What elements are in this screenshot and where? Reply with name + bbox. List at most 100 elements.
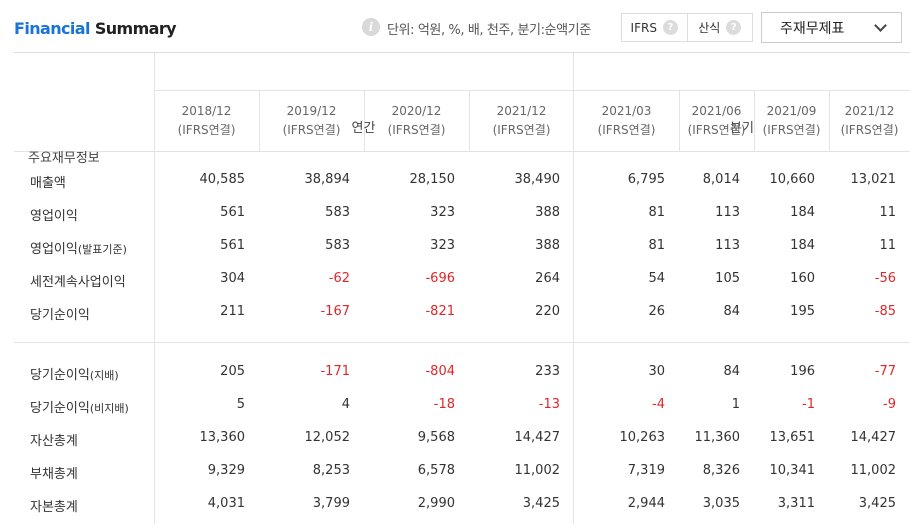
row-label: 부채총계 — [30, 467, 78, 482]
table-cell: 8,014 — [702, 172, 740, 187]
column-period: 2021/06 — [691, 104, 742, 118]
table-cell: -18 — [433, 397, 455, 412]
column-period: 2021/03 — [601, 104, 652, 118]
grid-hline — [14, 342, 910, 343]
table-cell: 323 — [430, 205, 455, 220]
table-cell: 28,150 — [409, 172, 456, 187]
grid-vline — [573, 53, 574, 524]
table-cell: 11,002 — [850, 463, 897, 478]
grid-vline — [469, 90, 470, 151]
table-cell: 6,795 — [627, 172, 665, 187]
corner-header: 주요재무정보 — [28, 151, 100, 166]
table-cell: 113 — [715, 205, 740, 220]
help-icon[interactable]: ? — [662, 20, 678, 35]
row-label: 당기순이익 — [30, 308, 90, 323]
table-cell: 38,490 — [514, 172, 561, 187]
table-cell: 6,578 — [417, 463, 455, 478]
table-cell: 583 — [325, 205, 350, 220]
table-cell: 11,360 — [694, 430, 741, 445]
table-cell: -4 — [652, 397, 665, 412]
table-cell: -1 — [802, 397, 815, 412]
table-cell: 264 — [535, 271, 560, 286]
column-header: 2021/12 (IFRS연결) — [469, 102, 574, 140]
table-cell: 105 — [715, 271, 740, 286]
table-cell: 211 — [220, 304, 245, 319]
annual-group-header: 연간 — [351, 121, 376, 136]
title-summary: Summary — [94, 19, 177, 38]
table-cell: 81 — [648, 238, 665, 253]
formula-toggle-label: 산식 — [698, 21, 721, 35]
column-basis: (IFRS연결) — [492, 123, 551, 137]
table-cell: 40,585 — [199, 172, 246, 187]
table-cell: 13,021 — [850, 172, 897, 187]
row-label: 당기순이익(지배) — [30, 368, 119, 383]
table-cell: 3,425 — [858, 496, 896, 511]
table-cell: 3,311 — [777, 496, 815, 511]
table-cell: 9,568 — [417, 430, 455, 445]
column-period: 2021/12 — [844, 104, 895, 118]
column-basis: (IFRS연결) — [762, 123, 821, 137]
column-header: 2019/12 (IFRS연결) — [259, 102, 364, 140]
grid-hline — [154, 90, 910, 91]
grid-vline — [154, 53, 155, 524]
financial-summary-header: Financial Summary i 단위: 억원, %, 배, 천주, 분기… — [0, 0, 910, 52]
table-cell: -13 — [538, 397, 560, 412]
chevron-down-icon — [874, 19, 887, 32]
row-label-qualifier: (비지배) — [89, 402, 129, 415]
column-header: 2021/09 (IFRS연결) — [754, 102, 829, 140]
table-cell: 8,253 — [312, 463, 350, 478]
grid-vline — [754, 90, 755, 151]
grid-hline — [14, 151, 910, 152]
quarterly-group-header: 분기 — [730, 121, 754, 136]
table-cell: 220 — [535, 304, 560, 319]
table-cell: 388 — [535, 205, 560, 220]
column-basis: (IFRS연결) — [282, 123, 341, 137]
grid-vline — [829, 90, 830, 151]
table-cell: -696 — [425, 271, 455, 286]
table-cell: 3,799 — [312, 496, 350, 511]
table-cell: 13,651 — [769, 430, 816, 445]
table-cell: 160 — [790, 271, 815, 286]
statement-type-select[interactable]: 주재무제표 — [761, 12, 902, 43]
row-label: 매출액 — [30, 176, 66, 191]
table-cell: 323 — [430, 238, 455, 253]
table-cell: 388 — [535, 238, 560, 253]
help-icon[interactable]: ? — [726, 20, 742, 35]
table-cell: 4 — [341, 397, 350, 412]
table-cell: 26 — [648, 304, 665, 319]
table-cell: 54 — [648, 271, 665, 286]
grid-vline — [679, 90, 680, 151]
table-cell: 5 — [236, 397, 245, 412]
table-cell: 113 — [715, 238, 740, 253]
column-basis: (IFRS연결) — [840, 123, 899, 137]
formula-toggle-button[interactable]: 산식 ? — [686, 14, 753, 41]
table-cell: 8,326 — [702, 463, 740, 478]
column-basis: (IFRS연결) — [177, 123, 236, 137]
unit-description: 단위: 억원, %, 배, 천주, 분기:순액기준 — [387, 23, 591, 38]
info-icon[interactable]: i — [362, 18, 380, 36]
section-title: Financial Summary — [14, 19, 177, 38]
table-cell: 2,944 — [627, 496, 665, 511]
column-period: 2020/12 — [391, 104, 442, 118]
table-cell: 84 — [723, 364, 740, 379]
ifrs-toggle-button[interactable]: IFRS ? — [622, 14, 687, 41]
table-cell: 583 — [325, 238, 350, 253]
ifrs-toggle-label: IFRS — [630, 20, 657, 35]
table-cell: 2,990 — [417, 496, 455, 511]
table-cell: 11 — [879, 205, 896, 220]
column-period: 2018/12 — [181, 104, 232, 118]
table-cell: -9 — [883, 397, 896, 412]
table-cell: 4,031 — [207, 496, 245, 511]
row-label: 당기순이익(비지배) — [30, 401, 129, 416]
row-label: 세전계속사업이익 — [30, 275, 126, 290]
table-cell: 9,329 — [207, 463, 245, 478]
column-basis: (IFRS연결) — [687, 123, 746, 137]
table-cell: 196 — [790, 364, 815, 379]
table-cell: 184 — [790, 238, 815, 253]
table-cell: 561 — [220, 238, 245, 253]
row-label: 자본총계 — [30, 500, 78, 515]
table-cell: 233 — [535, 364, 560, 379]
table-cell: 10,341 — [769, 463, 816, 478]
table-cell: 205 — [220, 364, 245, 379]
row-label: 자산총계 — [30, 434, 78, 449]
